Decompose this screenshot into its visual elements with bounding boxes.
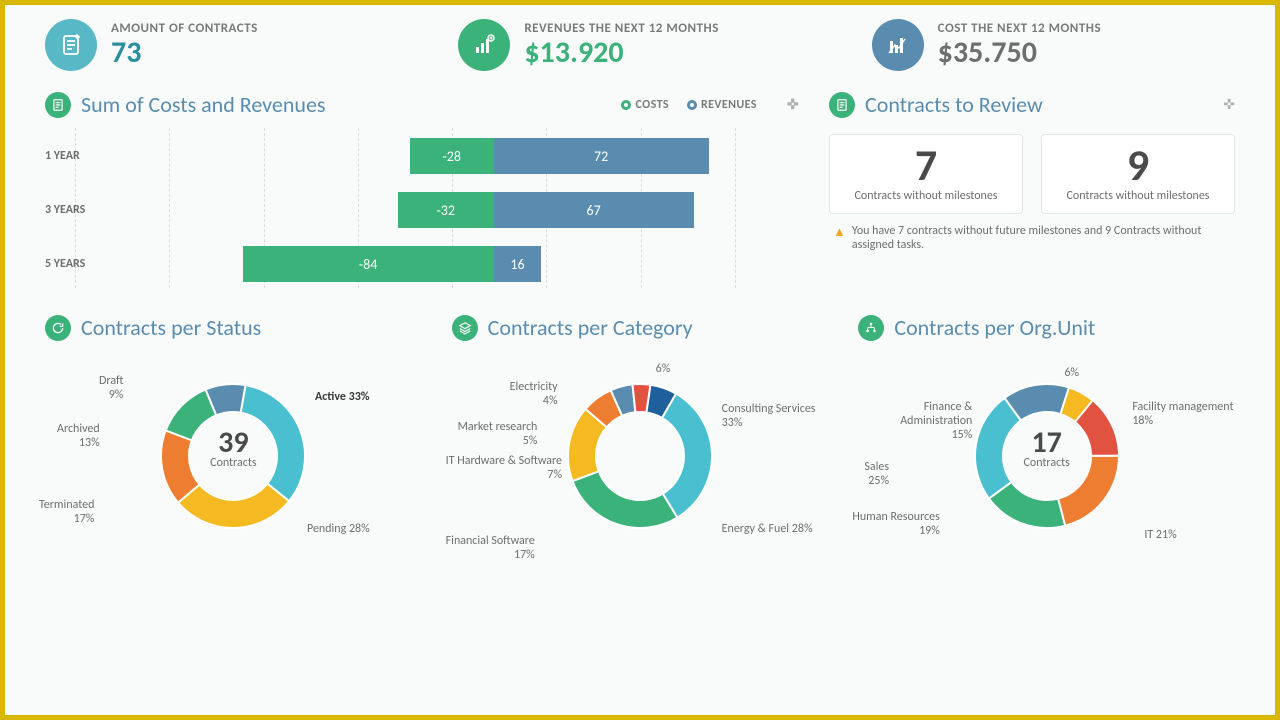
section-title: Contracts per Org.Unit xyxy=(894,314,1095,341)
donut-label: Finance & Administration15% xyxy=(852,401,972,442)
donut-center: 17Contracts xyxy=(1023,429,1069,470)
bar-row: 1 YEAR-2872 xyxy=(135,136,799,176)
donut-category: Consulting Services 33% Energy & Fuel 28%… xyxy=(452,351,829,571)
legend-costs: COSTS xyxy=(635,98,669,112)
refresh-icon xyxy=(45,315,71,341)
card-sub: Contracts without milestones xyxy=(1052,189,1224,203)
card-sub: Contracts without milestones xyxy=(840,189,1012,203)
kpi-contracts: AMOUNT OF CONTRACTS 73 xyxy=(45,19,408,71)
donut-orgunit: 17Contracts Facility management 18% IT 21%… xyxy=(858,351,1235,571)
donut-label: Sales25% xyxy=(864,461,889,489)
kpi-row: AMOUNT OF CONTRACTS 73 REVENUES THE NEXT… xyxy=(45,19,1235,71)
panel-contracts-review: Contracts to Review ✜ 7 Contracts withou… xyxy=(829,91,1235,298)
bar-revenue: 72 xyxy=(494,138,709,174)
bar-row-label: 5 YEARS xyxy=(45,257,125,271)
donut-label: IT 21% xyxy=(1144,529,1176,543)
card-value: 9 xyxy=(1052,143,1224,187)
review-card[interactable]: 7 Contracts without milestones xyxy=(829,134,1023,214)
donut-label: Market research5% xyxy=(458,421,538,449)
donut-label: Active 33% xyxy=(315,391,370,405)
chart-up-icon xyxy=(458,19,510,71)
bar-cost: -32 xyxy=(398,192,494,228)
bar-row-label: 1 YEAR xyxy=(45,149,125,163)
donut-label: Pending 28% xyxy=(307,523,370,537)
kpi-value: 73 xyxy=(111,36,258,69)
donut-label: Facility management 18% xyxy=(1132,401,1235,429)
donut-label: 6% xyxy=(1064,367,1079,381)
panel-costs-revenues: Sum of Costs and Revenues COSTS REVENUES… xyxy=(45,91,799,298)
bar-legend: COSTS REVENUES ✜ xyxy=(621,96,799,113)
legend-revenues: REVENUES xyxy=(701,98,757,112)
donut-center-label: Contracts xyxy=(210,456,256,470)
target-icon[interactable]: ✜ xyxy=(1223,96,1235,113)
donut-label: Terminated17% xyxy=(39,499,94,527)
bar-cost: -84 xyxy=(243,246,494,282)
donut-label: Human Resources19% xyxy=(852,511,939,539)
warning-message: ▲ You have 7 contracts without future mi… xyxy=(829,224,1235,252)
kpi-revenues: REVENUES THE NEXT 12 MONTHS $13.920 xyxy=(458,19,821,71)
bar-chart-icon xyxy=(872,19,924,71)
donut-label: Archived13% xyxy=(57,423,100,451)
kpi-value: $13.920 xyxy=(524,36,719,69)
bar-row-label: 3 YEARS xyxy=(45,203,125,217)
panel-category: Contracts per Category Consulting Servic… xyxy=(452,314,829,571)
donut-center-label: Contracts xyxy=(1023,456,1069,470)
bar-row: 5 YEARS-8416 xyxy=(135,244,799,284)
donut-label: Financial Software17% xyxy=(446,535,535,563)
doc-icon xyxy=(829,92,855,118)
bar-revenue: 16 xyxy=(494,246,542,282)
card-value: 7 xyxy=(840,143,1012,187)
donut-center: 39Contracts xyxy=(210,429,256,470)
section-title: Sum of Costs and Revenues xyxy=(81,91,326,118)
donut-label: 6% xyxy=(656,363,671,377)
bar-revenue: 67 xyxy=(494,192,694,228)
donut-status: 39ContractsActive 33%Pending 28%Terminat… xyxy=(45,351,422,571)
target-icon[interactable]: ✜ xyxy=(787,96,799,113)
doc-icon xyxy=(45,92,71,118)
donut-label: Consulting Services 33% xyxy=(722,403,829,431)
layers-icon xyxy=(452,315,478,341)
kpi-costs: COST THE NEXT 12 MONTHS $35.750 xyxy=(872,19,1235,71)
section-title: Contracts per Status xyxy=(81,314,261,341)
kpi-value: $35.750 xyxy=(938,36,1101,69)
donut-label: IT Hardware & Software7% xyxy=(446,455,562,483)
section-title: Contracts to Review xyxy=(865,91,1043,118)
donut-label: Energy & Fuel 28% xyxy=(722,523,813,537)
org-icon xyxy=(858,315,884,341)
panel-status: Contracts per Status 39Contracts Active 3… xyxy=(45,314,422,571)
donut-center-value: 39 xyxy=(210,429,256,456)
panel-orgunit: Contracts per Org.Unit 17Contracts Facili… xyxy=(858,314,1235,571)
donut-center-value: 17 xyxy=(1023,429,1069,456)
donut-label: Draft9% xyxy=(99,375,123,403)
contracts-icon xyxy=(45,19,97,71)
review-card[interactable]: 9 Contracts without milestones xyxy=(1041,134,1235,214)
bar-chart: 1 YEAR-28723 YEARS-32675 YEARS-8416 xyxy=(45,128,799,298)
warning-text: You have 7 contracts without future mile… xyxy=(852,224,1231,252)
bar-row: 3 YEARS-3267 xyxy=(135,190,799,230)
donut-label: Electricity4% xyxy=(510,381,558,409)
section-title: Contracts per Category xyxy=(488,314,693,341)
warning-icon: ▲ xyxy=(833,224,846,240)
bar-cost: -28 xyxy=(410,138,494,174)
